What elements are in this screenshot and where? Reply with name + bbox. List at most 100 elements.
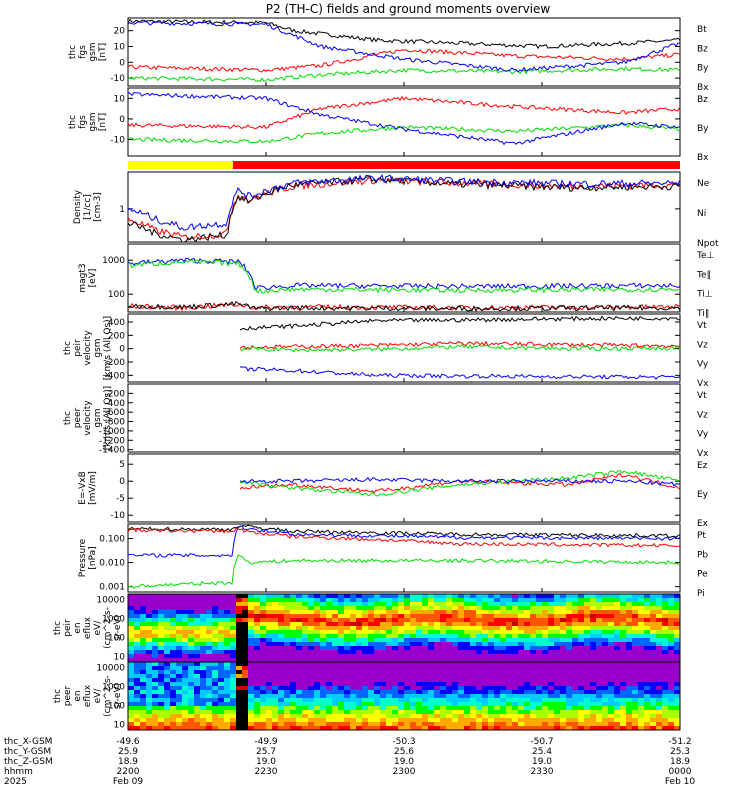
heatmap-cell [176,666,182,670]
heatmap-cell [632,658,638,662]
heatmap-cell [248,650,254,654]
heatmap-cell [230,682,236,686]
heatmap-cell [662,722,668,726]
heatmap-cell [578,646,584,650]
heatmap-cell [260,674,266,678]
heatmap-cell [374,702,380,706]
heatmap-cell [272,674,278,678]
heatmap-cell [212,610,218,614]
heatmap-cell [590,698,596,702]
heatmap-cell [146,658,152,662]
y-tick-label: 10 [114,720,126,730]
heatmap-cell [476,686,482,690]
heatmap-cell [392,706,398,710]
heatmap-cell [356,706,362,710]
heatmap-cell [140,670,146,674]
heatmap-cell [302,718,308,722]
heatmap-cell [512,606,518,610]
heatmap-cell [212,634,218,638]
heatmap-cell [242,686,248,690]
heatmap-cell [662,702,668,706]
heatmap-cell [362,602,368,606]
y-axis-label: peer [73,407,83,428]
heatmap-cell [338,638,344,642]
heatmap-cell [434,646,440,650]
heatmap-cell [488,694,494,698]
heatmap-cell [530,678,536,682]
heatmap-cell [152,690,158,694]
heatmap-cell [584,646,590,650]
heatmap-cell [134,698,140,702]
heatmap-cell [668,638,674,642]
heatmap-cell [596,638,602,642]
heatmap-cell [476,598,482,602]
heatmap-cell [458,722,464,726]
heatmap-cell [584,630,590,634]
heatmap-cell [548,618,554,622]
heatmap-cell [356,722,362,726]
heatmap-cell [644,702,650,706]
heatmap-cell [206,658,212,662]
heatmap-cell [536,702,542,706]
heatmap-cell [212,614,218,618]
heatmap-cell [362,678,368,682]
y-axis-label: [1/cc] [83,194,93,220]
y-tick-label: -10 [110,74,125,84]
heatmap-cell [440,698,446,702]
heatmap-cell [506,678,512,682]
heatmap-cell [368,670,374,674]
heatmap-cell [668,642,674,646]
heatmap-cell [578,650,584,654]
heatmap-cell [674,710,680,714]
heatmap-cell [566,646,572,650]
heatmap-cell [374,722,380,726]
heatmap-cell [410,626,416,630]
heatmap-cell [362,694,368,698]
heatmap-cell [512,666,518,670]
heatmap-cell [134,594,140,598]
heatmap-cell [356,610,362,614]
heatmap-cell [236,666,242,670]
heatmap-cell [254,726,260,730]
heatmap-cell [446,670,452,674]
heatmap-cell [572,702,578,706]
heatmap-cell [572,710,578,714]
heatmap-cell [230,630,236,634]
heatmap-cell [614,678,620,682]
heatmap-cell [200,714,206,718]
heatmap-cell [344,678,350,682]
heatmap-cell [434,670,440,674]
heatmap-cell [128,594,134,598]
heatmap-cell [140,718,146,722]
heatmap-cell [512,594,518,598]
heatmap-cell [356,662,362,666]
heatmap-cell [272,658,278,662]
heatmap-cell [212,678,218,682]
heatmap-cell [350,718,356,722]
heatmap-cell [380,618,386,622]
heatmap-cell [314,630,320,634]
heatmap-cell [614,718,620,722]
heatmap-cell [302,690,308,694]
heatmap-cell [212,686,218,690]
heatmap-cell [668,606,674,610]
heatmap-cell [206,606,212,610]
heatmap-cell [404,718,410,722]
heatmap-cell [164,714,170,718]
heatmap-cell [626,658,632,662]
heatmap-cell [266,646,272,650]
heatmap-cell [326,670,332,674]
heatmap-cell [392,674,398,678]
heatmap-cell [476,702,482,706]
heatmap-cell [350,686,356,690]
heatmap-cell [632,642,638,646]
heatmap-cell [542,666,548,670]
heatmap-cell [248,678,254,682]
heatmap-cell [152,650,158,654]
heatmap-cell [302,714,308,718]
heatmap-cell [278,666,284,670]
heatmap-cell [326,654,332,658]
heatmap-cell [632,702,638,706]
heatmap-cell [182,686,188,690]
heatmap-cell [296,598,302,602]
